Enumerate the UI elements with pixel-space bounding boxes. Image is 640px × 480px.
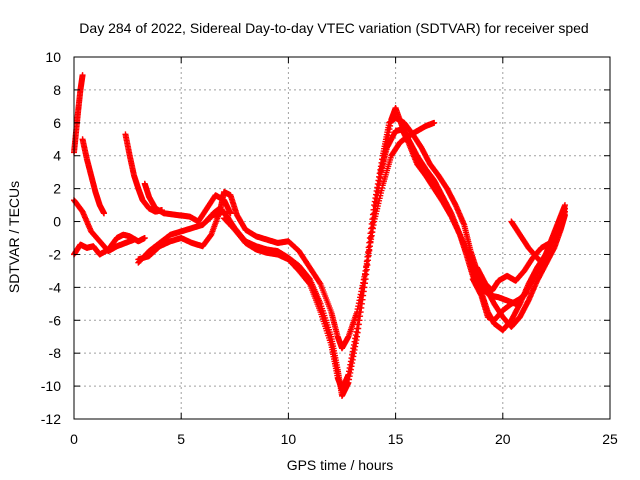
series-arc-10 <box>221 114 568 393</box>
series-arc-5 <box>122 131 165 215</box>
x-tick-label: 10 <box>281 431 297 447</box>
data-point <box>131 236 138 243</box>
grid-lines <box>74 57 610 419</box>
x-axis-label: GPS time / hours <box>287 457 394 473</box>
data-points <box>71 72 568 399</box>
x-tick-label: 15 <box>388 431 404 447</box>
x-tick-label: 0 <box>70 431 78 447</box>
data-point <box>227 210 234 217</box>
x-tick-label: 20 <box>495 431 511 447</box>
y-tick-label: 0 <box>53 214 61 230</box>
series-arc-4 <box>79 136 108 217</box>
data-point <box>141 235 148 241</box>
series-arc-3 <box>71 72 86 156</box>
data-point <box>79 72 86 79</box>
y-tick-label: -8 <box>49 345 62 361</box>
data-point <box>101 210 108 217</box>
y-axis-label: SDTVAR / TECUs <box>6 181 22 293</box>
y-tick-label: 10 <box>45 49 61 65</box>
series-arc-2 <box>71 197 138 255</box>
y-tick-label: -12 <box>41 411 61 427</box>
y-tick-label: 6 <box>53 115 61 131</box>
data-point <box>316 279 323 286</box>
y-tick-label: 8 <box>53 82 61 98</box>
x-tick-label: 25 <box>602 431 618 447</box>
y-tick-label: 4 <box>53 148 61 164</box>
y-tick-label: 2 <box>53 181 61 197</box>
x-tick-label: 5 <box>177 431 185 447</box>
chart-title: Day 284 of 2022, Sidereal Day-to-day VTE… <box>79 20 588 36</box>
y-tick-label: -10 <box>41 378 61 394</box>
plot-frame <box>73 56 611 420</box>
y-tick-label: -4 <box>49 279 62 295</box>
y-tick-label: -2 <box>49 246 62 262</box>
series-arc-8 <box>135 119 438 352</box>
data-point <box>431 119 438 126</box>
y-tick-label: -6 <box>49 312 62 328</box>
series-arc-14 <box>508 218 547 268</box>
